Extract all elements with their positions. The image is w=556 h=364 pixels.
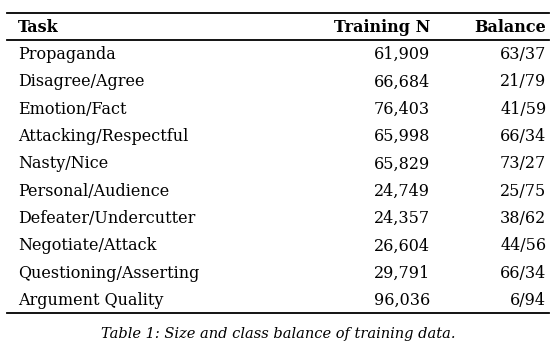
Text: 76,403: 76,403 — [374, 101, 430, 118]
Text: Disagree/Agree: Disagree/Agree — [18, 74, 145, 90]
Text: 26,604: 26,604 — [374, 237, 430, 254]
Text: 41/59: 41/59 — [500, 101, 547, 118]
Text: 61,909: 61,909 — [374, 46, 430, 63]
Text: 21/79: 21/79 — [500, 74, 547, 90]
Text: 24,749: 24,749 — [374, 183, 430, 200]
Text: Nasty/Nice: Nasty/Nice — [18, 155, 108, 173]
Text: 25/75: 25/75 — [500, 183, 547, 200]
Text: 66/34: 66/34 — [500, 265, 547, 282]
Text: 24,357: 24,357 — [374, 210, 430, 227]
Text: Training N: Training N — [334, 19, 430, 36]
Text: Propaganda: Propaganda — [18, 46, 116, 63]
Text: Negotiate/Attack: Negotiate/Attack — [18, 237, 156, 254]
Text: Balance: Balance — [475, 19, 547, 36]
Text: 65,829: 65,829 — [374, 155, 430, 173]
Text: 73/27: 73/27 — [500, 155, 547, 173]
Text: 66,684: 66,684 — [374, 74, 430, 90]
Text: 29,791: 29,791 — [374, 265, 430, 282]
Text: 38/62: 38/62 — [500, 210, 547, 227]
Text: 96,036: 96,036 — [374, 292, 430, 309]
Text: Emotion/Fact: Emotion/Fact — [18, 101, 126, 118]
Text: Argument Quality: Argument Quality — [18, 292, 163, 309]
Text: Task: Task — [18, 19, 58, 36]
Text: Defeater/Undercutter: Defeater/Undercutter — [18, 210, 195, 227]
Text: Personal/Audience: Personal/Audience — [18, 183, 169, 200]
Text: 63/37: 63/37 — [500, 46, 547, 63]
Text: 65,998: 65,998 — [374, 128, 430, 145]
Text: 66/34: 66/34 — [500, 128, 547, 145]
Text: 44/56: 44/56 — [500, 237, 547, 254]
Text: 6/94: 6/94 — [510, 292, 547, 309]
Text: Questioning/Asserting: Questioning/Asserting — [18, 265, 200, 282]
Text: Attacking/Respectful: Attacking/Respectful — [18, 128, 188, 145]
Text: Table 1: Size and class balance of training data.: Table 1: Size and class balance of train… — [101, 327, 455, 341]
